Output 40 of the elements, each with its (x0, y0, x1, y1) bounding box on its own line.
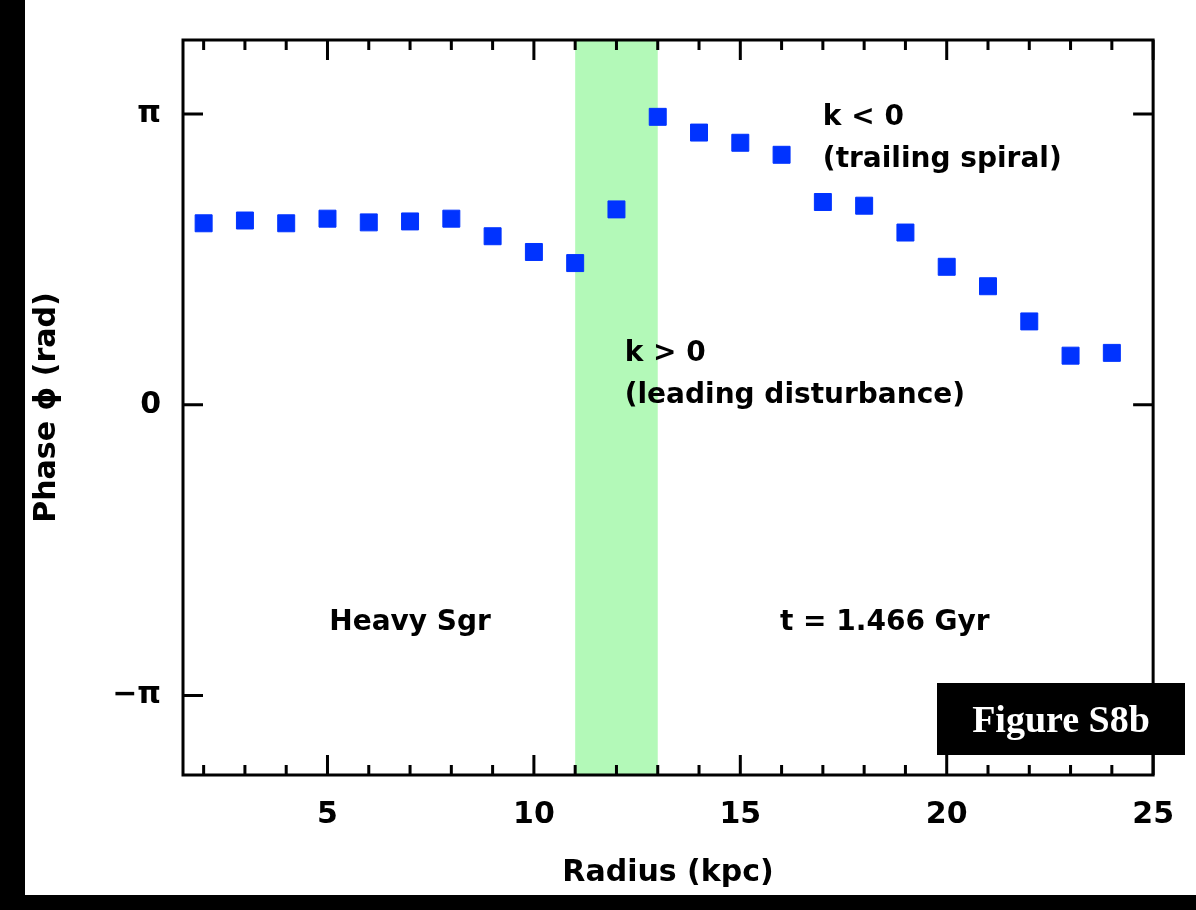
point (359, 213, 378, 232)
x-tick-label: 25 (1132, 794, 1174, 830)
point (401, 212, 420, 231)
point (731, 133, 750, 152)
point (772, 145, 791, 164)
point (318, 209, 337, 228)
point (524, 243, 543, 261)
point (937, 257, 956, 276)
point (277, 214, 296, 233)
point (566, 254, 585, 273)
annotation: k < 0 (822, 99, 904, 133)
x-tick-label: 5 (317, 794, 338, 830)
y-axis-title: Phase ϕ (rad) (26, 292, 62, 523)
point (1102, 343, 1121, 362)
point (483, 227, 502, 246)
point (194, 214, 213, 233)
x-tick-label: 10 (513, 794, 555, 830)
x-axis-title: Radius (kpc) (562, 852, 774, 888)
point (1020, 312, 1039, 331)
point (690, 123, 709, 142)
point (442, 209, 461, 228)
annotation: Figure S8b (937, 683, 1185, 755)
point (607, 200, 626, 219)
point (813, 193, 832, 211)
y-tick-label: π (137, 93, 161, 129)
point (1061, 346, 1080, 365)
x-tick-label: 15 (719, 794, 762, 830)
annotation: k > 0 (624, 335, 706, 369)
point (235, 211, 254, 230)
annotation: Heavy Sgr (329, 603, 492, 637)
point (648, 107, 667, 126)
x-tick-label: 20 (925, 794, 968, 830)
point (855, 196, 874, 215)
annotation: t = 1.466 Gyr (779, 603, 990, 637)
point (979, 277, 997, 296)
y-tick-label: 0 (140, 384, 161, 420)
y-tick-label: −π (112, 675, 161, 711)
annotation: (leading disturbance) (624, 376, 966, 410)
point (896, 223, 915, 242)
annotation: (trailing spiral) (822, 140, 1062, 174)
